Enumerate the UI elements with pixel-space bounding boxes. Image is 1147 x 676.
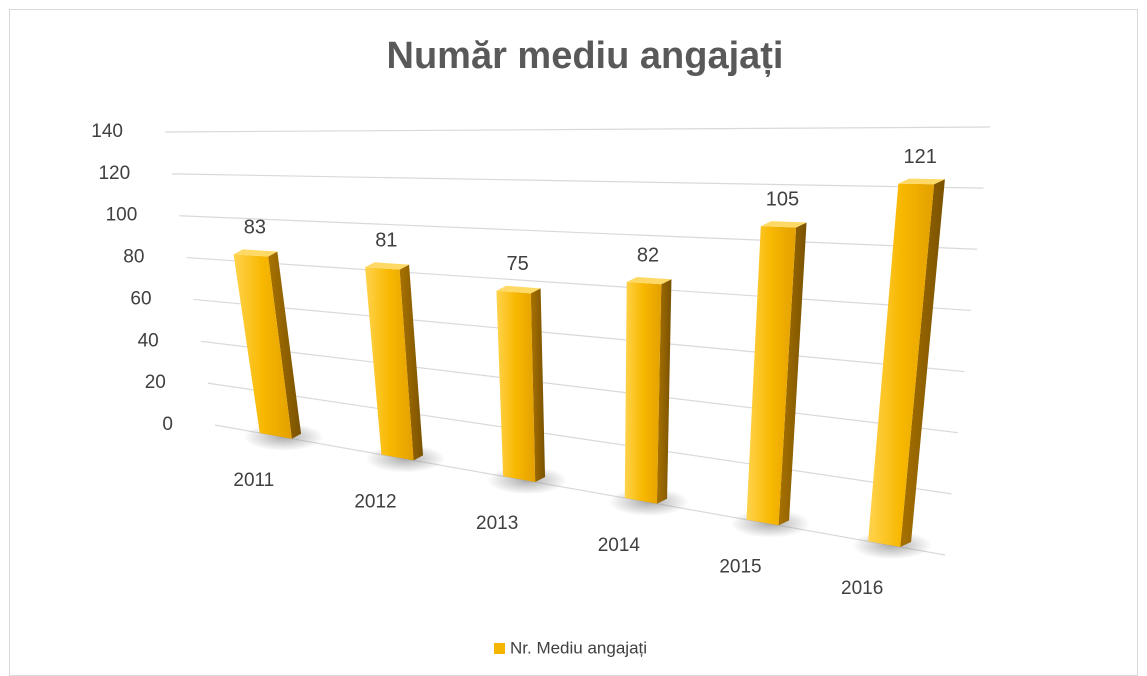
- y-tick-label: 60: [130, 288, 151, 309]
- bar: [868, 178, 945, 548]
- data-label: 121: [904, 146, 937, 168]
- y-tick-label: 140: [91, 121, 123, 142]
- y-tick-label: 120: [98, 163, 130, 184]
- bar-side: [778, 222, 807, 526]
- bar-top: [233, 249, 278, 257]
- bar-top: [898, 178, 945, 185]
- bar-top: [496, 285, 541, 294]
- y-tick-label: 0: [162, 414, 173, 435]
- bar-front: [496, 290, 536, 483]
- chart-title: Număr mediu angajați: [387, 35, 784, 77]
- bar-front: [746, 226, 797, 526]
- grid-line: [164, 126, 991, 133]
- bar-front: [624, 281, 662, 504]
- y-tick-label: 40: [138, 330, 159, 351]
- grid-line: [214, 424, 946, 556]
- grid-line: [179, 215, 978, 250]
- bar-front: [868, 183, 935, 548]
- y-tick-label: 20: [145, 372, 166, 393]
- bar: [365, 262, 424, 461]
- bar-top: [365, 262, 410, 270]
- grid-line: [193, 298, 965, 373]
- bar: [496, 285, 546, 483]
- bar-top: [626, 276, 672, 285]
- bar-side: [530, 288, 546, 483]
- data-label: 75: [506, 253, 528, 275]
- x-tick-label: 2013: [476, 513, 518, 534]
- y-tick-label: 80: [123, 247, 144, 268]
- data-label: 105: [766, 188, 799, 210]
- x-tick-label: 2011: [233, 470, 274, 491]
- legend-label: Nr. Mediu angajați: [510, 638, 647, 657]
- grid-line: [200, 340, 958, 434]
- data-label: 82: [637, 244, 659, 266]
- bar-side: [656, 279, 672, 504]
- x-tick-label: 2015: [719, 557, 761, 578]
- x-tick-label: 2016: [841, 578, 883, 599]
- y-tick-label: 100: [106, 205, 138, 226]
- x-tick-label: 2012: [354, 492, 396, 513]
- bar-side: [399, 264, 424, 461]
- grid-line: [172, 173, 984, 189]
- bar-top: [760, 221, 807, 228]
- bar: [233, 249, 302, 439]
- bar-front: [233, 254, 292, 439]
- chart-frame: [9, 9, 1138, 676]
- bar: [624, 276, 672, 504]
- grid-line: [186, 256, 971, 312]
- legend-swatch: [494, 643, 505, 654]
- bar-front: [365, 267, 414, 461]
- bar-side: [268, 251, 302, 439]
- bar-side: [900, 179, 945, 548]
- grid-line: [207, 382, 952, 495]
- bar: [746, 221, 807, 526]
- data-label: 83: [244, 217, 266, 239]
- x-tick-label: 2014: [598, 535, 641, 556]
- data-label: 81: [375, 230, 397, 252]
